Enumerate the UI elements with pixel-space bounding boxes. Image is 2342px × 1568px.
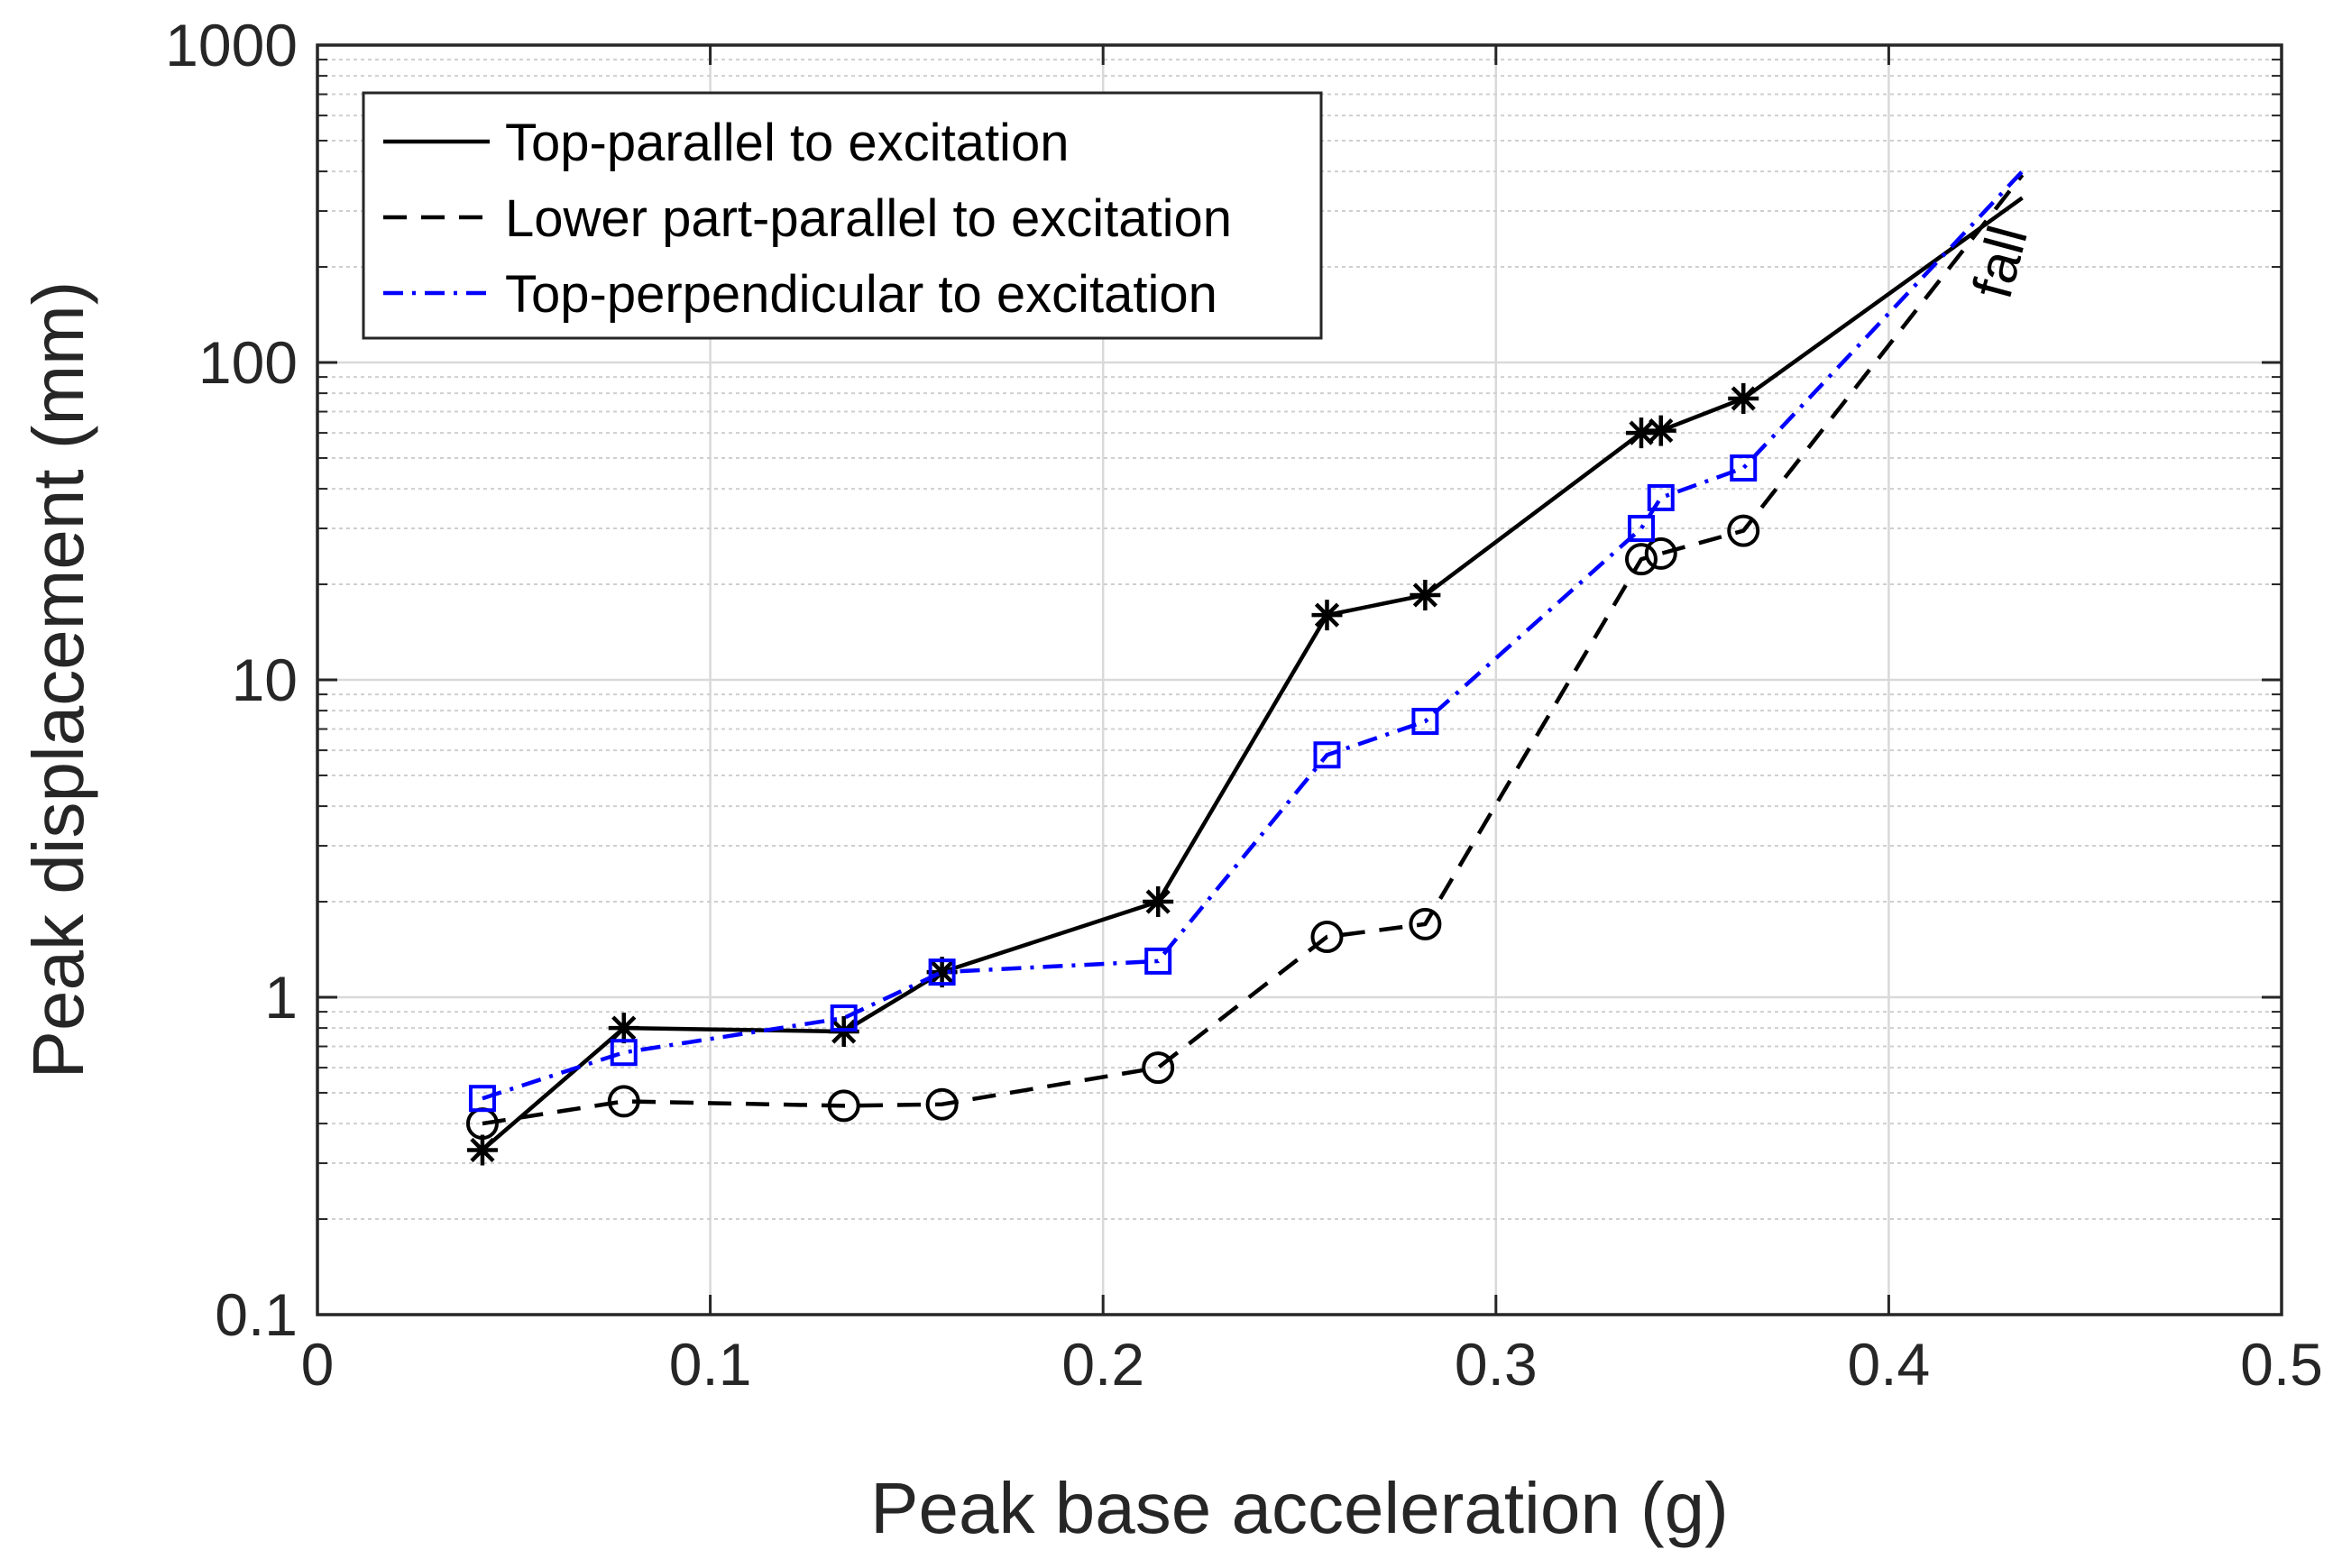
x-tick-label: 0.3 — [1455, 1331, 1538, 1398]
data-point-marker — [466, 1134, 498, 1166]
data-point-marker — [827, 1089, 860, 1123]
x-tick-label: 0.5 — [2240, 1331, 2323, 1398]
series-layer — [465, 170, 2025, 1166]
legend: Top-parallel to excitation Lower part-par… — [362, 91, 1323, 340]
legend-label: Top-parallel to excitation — [505, 114, 1069, 172]
data-point-marker — [926, 957, 958, 988]
series-line — [482, 170, 2025, 1101]
x-tick-label: 0 — [301, 1331, 335, 1398]
data-point-marker — [925, 1087, 959, 1121]
x-axis-title: Peak base acceleration (g) — [870, 1468, 1729, 1548]
data-point-marker — [1730, 454, 1758, 482]
data-point-marker — [1310, 921, 1344, 954]
y-tick-label: 1 — [264, 964, 298, 1031]
legend-label: Lower part-parallel to excitation — [505, 189, 1232, 248]
series-2 — [465, 173, 2025, 1141]
data-point-marker — [1410, 579, 1441, 610]
data-point-marker — [607, 1085, 640, 1118]
data-point-marker — [1647, 483, 1675, 511]
y-tick-label: 10 — [232, 646, 298, 713]
data-point-marker — [1411, 708, 1439, 736]
legend-label: Top-perpendicular to excitation — [505, 265, 1217, 324]
data-point-marker — [1142, 1051, 1175, 1085]
y-tick-label: 1000 — [165, 12, 298, 78]
data-point-marker — [1627, 515, 1655, 543]
data-point-marker — [608, 1013, 639, 1044]
axis-ticks — [316, 43, 2283, 1316]
data-point-marker — [1311, 600, 1343, 631]
x-tick-label: 0.1 — [669, 1331, 752, 1398]
y-tick-label: 100 — [198, 329, 298, 396]
y-tick-label: 0.1 — [215, 1281, 298, 1348]
data-point-marker — [830, 1004, 858, 1032]
data-point-marker — [1625, 417, 1657, 449]
data-point-marker — [1144, 947, 1172, 975]
legend-box — [362, 91, 1323, 340]
data-point-marker — [1313, 741, 1341, 769]
data-point-marker — [1645, 415, 1676, 446]
series-3 — [468, 170, 2025, 1113]
data-point-marker — [1644, 536, 1677, 570]
data-point-marker — [1727, 514, 1760, 547]
data-point-marker — [1143, 886, 1174, 918]
data-point-marker — [928, 958, 956, 986]
data-point-marker — [610, 1039, 638, 1067]
data-point-marker — [1728, 382, 1759, 414]
data-point-marker — [1409, 907, 1442, 940]
x-tick-label: 0.2 — [1061, 1331, 1144, 1398]
data-point-marker — [468, 1085, 496, 1113]
series-line — [482, 173, 2025, 1126]
y-axis-title: Peak displacement (mm) — [18, 281, 98, 1079]
x-tick-label: 0.4 — [1848, 1331, 1931, 1398]
data-point-marker — [1624, 543, 1658, 576]
